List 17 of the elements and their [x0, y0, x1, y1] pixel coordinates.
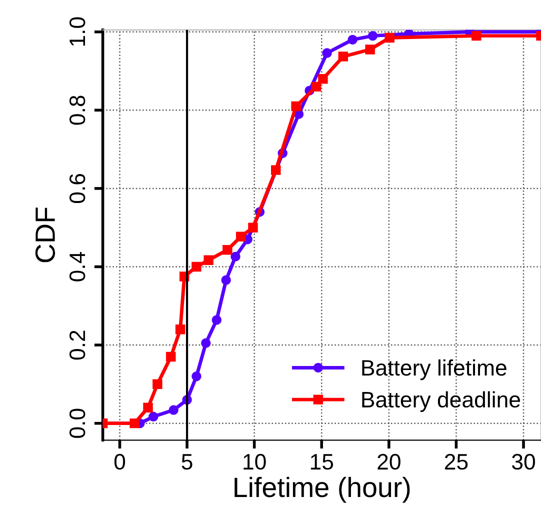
y-tick-label: 1.0	[69, 17, 86, 46]
y-tick-label: 0.0	[69, 408, 86, 438]
x-tick-label: 10	[244, 454, 266, 470]
legend-label: Battery deadline	[362, 391, 520, 412]
x-tick-label: 30	[512, 454, 535, 470]
x-tick-label: 5	[182, 454, 192, 470]
x-tick-label: 20	[378, 454, 400, 470]
x-axis-title: Lifetime (hour)	[234, 476, 410, 503]
y-tick-label: 0.6	[69, 174, 86, 204]
x-tick-label: 0	[114, 454, 126, 470]
y-tick-label: 0.4	[69, 252, 86, 282]
legend-label: Battery lifetime	[362, 359, 506, 380]
x-tick-label: 25	[444, 454, 468, 470]
y-axis-title: CDF	[35, 208, 56, 262]
y-tick-label: 0.8	[69, 96, 86, 125]
y-tick-label: 0.2	[69, 330, 86, 360]
x-tick-label: 15	[310, 454, 334, 470]
